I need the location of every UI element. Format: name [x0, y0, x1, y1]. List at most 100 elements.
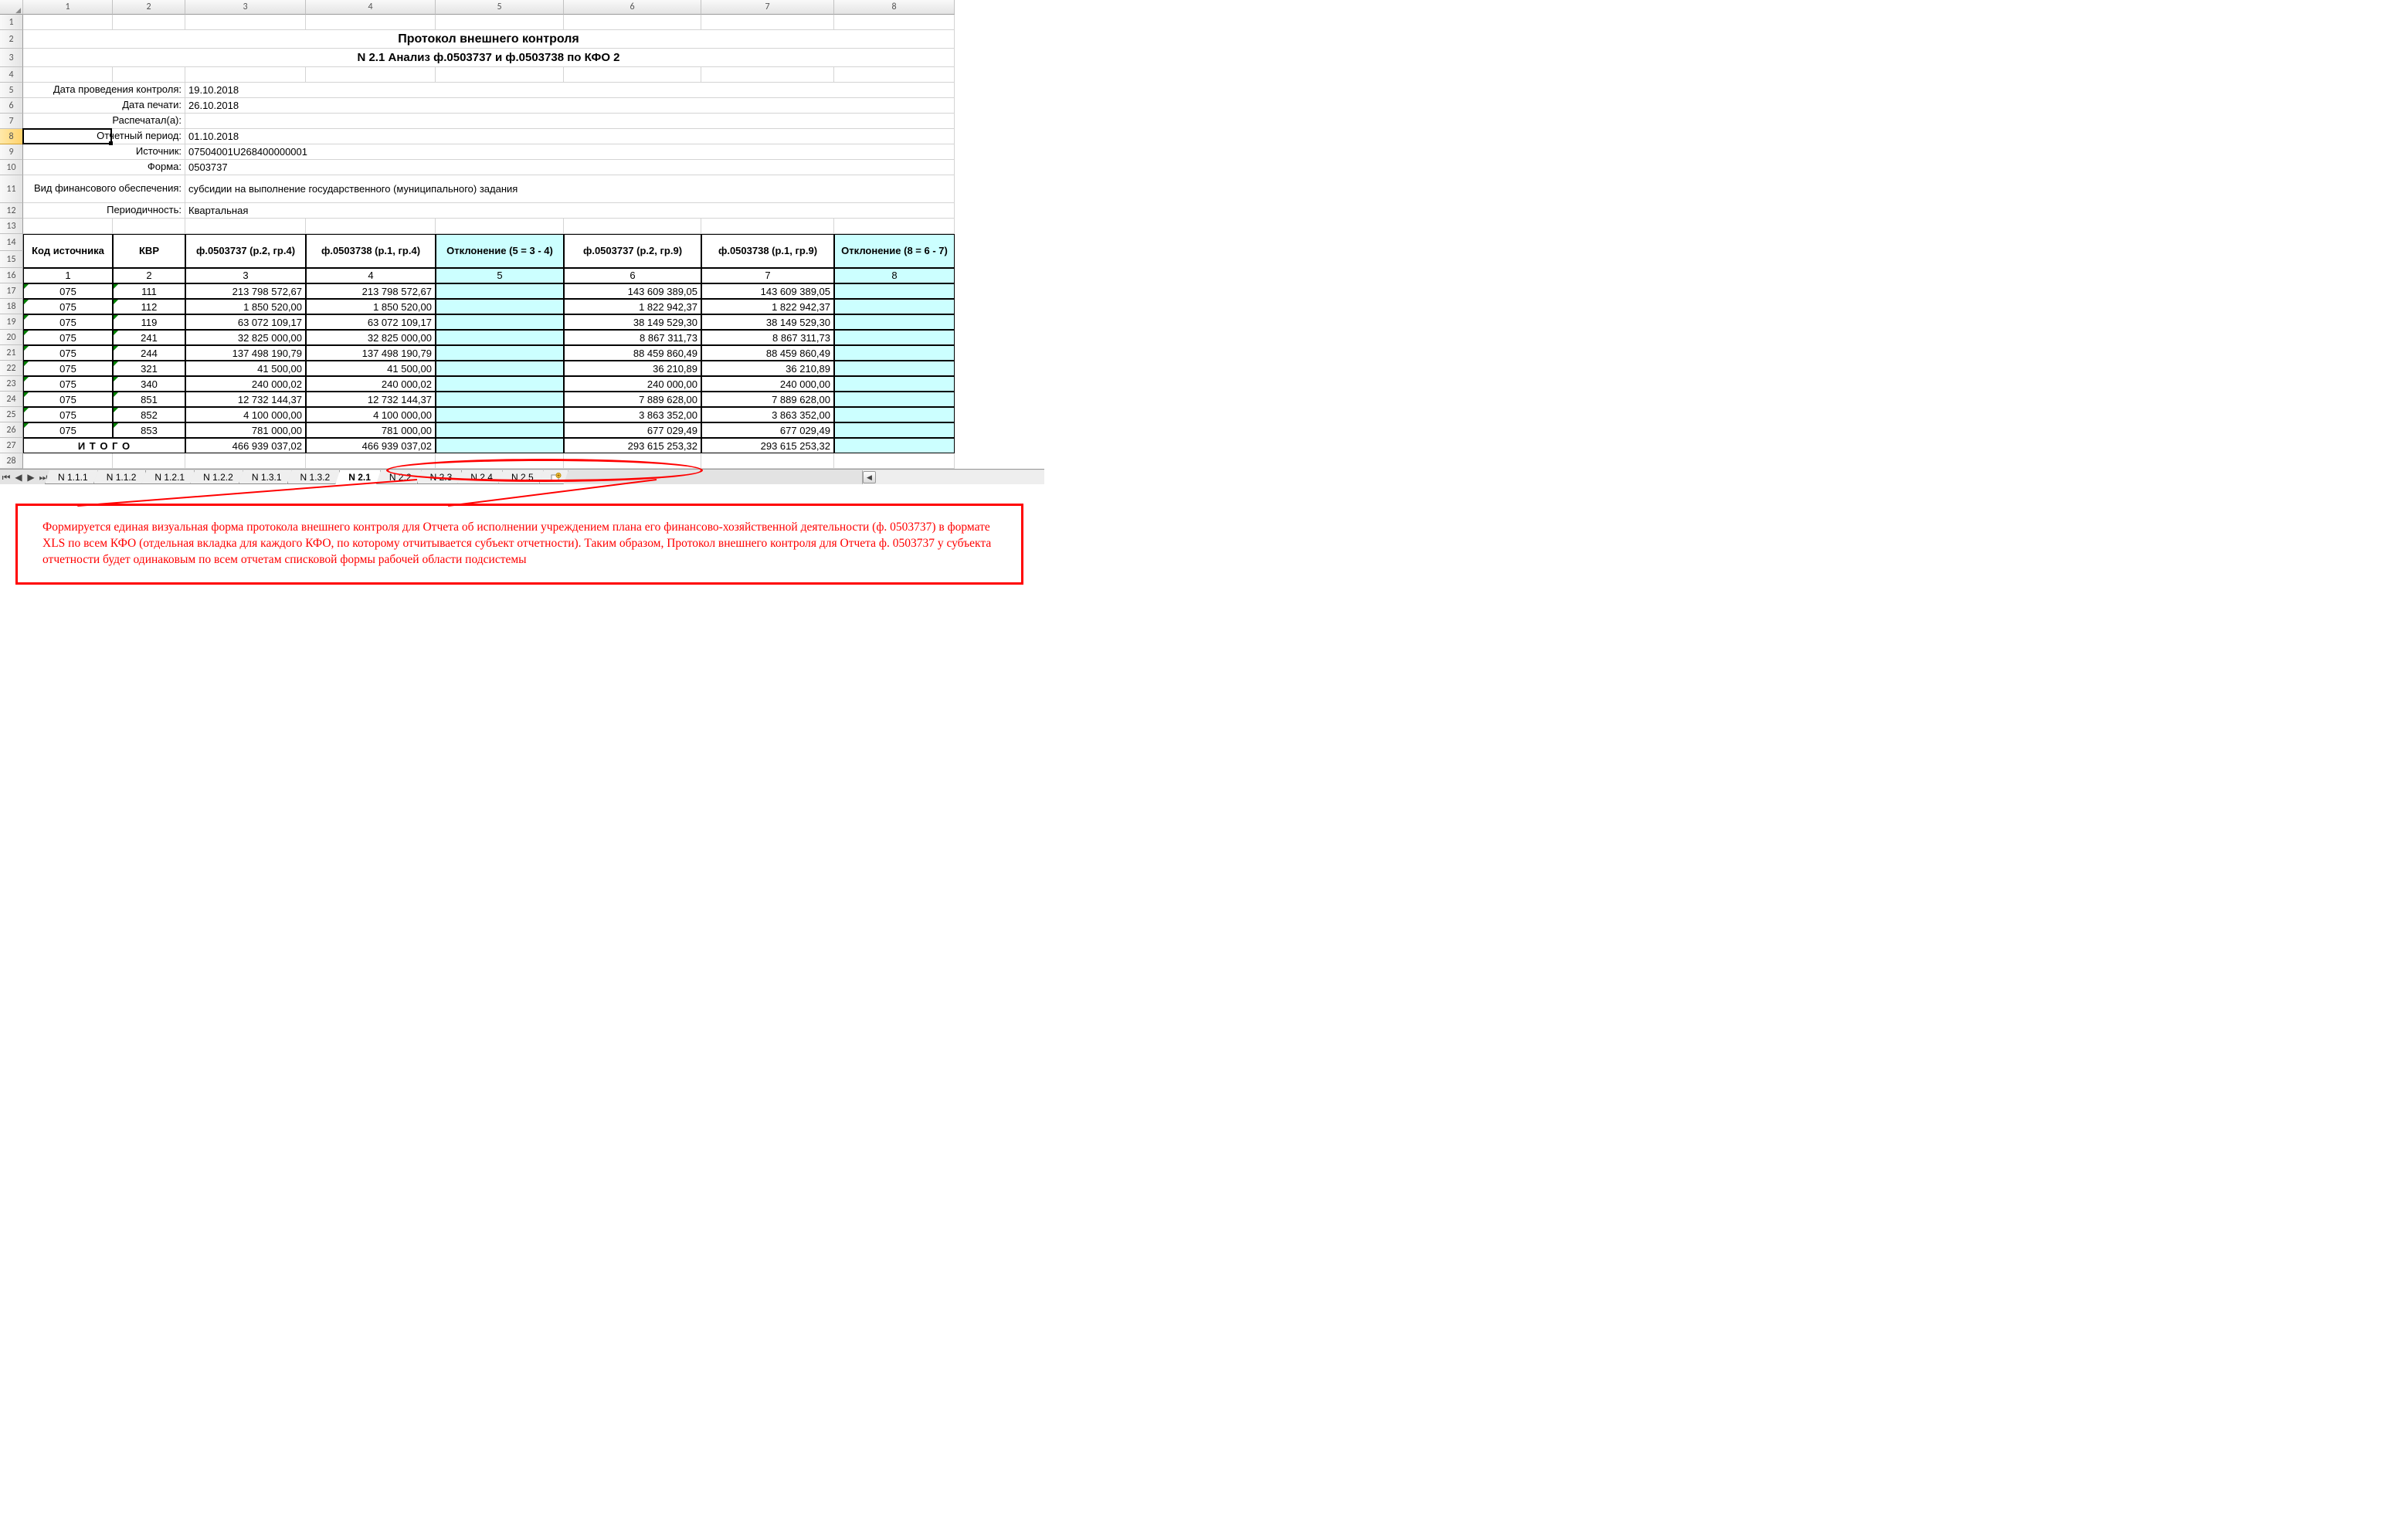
table-cell[interactable]: 240 000,02 [306, 376, 436, 392]
table-total-cell[interactable]: 466 939 037,02 [185, 438, 306, 453]
table-cell[interactable]: 1 850 520,00 [306, 299, 436, 314]
col-header[interactable]: 4 [306, 0, 436, 15]
table-column-number[interactable]: 2 [113, 268, 185, 283]
table-cell[interactable]: 075 [23, 299, 113, 314]
row-header[interactable]: 7 [0, 114, 23, 129]
table-total-cell[interactable] [834, 438, 955, 453]
col-header[interactable]: 5 [436, 0, 564, 15]
meta-value[interactable]: 26.10.2018 [185, 98, 955, 114]
table-total-cell[interactable] [436, 438, 564, 453]
row-header[interactable]: 12 [0, 203, 23, 219]
table-column-number[interactable]: 8 [834, 268, 955, 283]
row-header[interactable]: 20 [0, 330, 23, 345]
table-total-label[interactable]: И Т О Г О [23, 438, 185, 453]
horizontal-scrollbar[interactable]: ◀ [862, 470, 1044, 484]
insert-sheet-tab[interactable] [539, 470, 568, 484]
table-cell[interactable]: 075 [23, 422, 113, 438]
sheet-tab[interactable]: N 2.4 [457, 470, 503, 484]
row-header[interactable]: 14 [0, 234, 23, 251]
row-header[interactable]: 1 [0, 15, 23, 30]
table-cell[interactable]: 240 000,00 [701, 376, 834, 392]
row-header[interactable]: 4 [0, 67, 23, 83]
table-cell[interactable] [834, 422, 955, 438]
table-column-header[interactable]: Код источника [23, 234, 113, 268]
table-column-number[interactable]: 4 [306, 268, 436, 283]
page-title[interactable]: Протокол внешнего контроля [23, 30, 955, 49]
table-cell[interactable]: 075 [23, 361, 113, 376]
table-cell[interactable] [436, 314, 564, 330]
table-cell[interactable]: 075 [23, 314, 113, 330]
meta-value[interactable] [185, 114, 955, 129]
meta-value[interactable]: 19.10.2018 [185, 83, 955, 98]
table-cell[interactable] [834, 376, 955, 392]
table-cell[interactable] [436, 407, 564, 422]
row-header[interactable]: 3 [0, 49, 23, 67]
table-cell[interactable]: 12 732 144,37 [306, 392, 436, 407]
table-cell[interactable]: 41 500,00 [306, 361, 436, 376]
table-column-number[interactable]: 1 [23, 268, 113, 283]
row-header[interactable]: 21 [0, 345, 23, 361]
row-header[interactable]: 28 [0, 453, 23, 469]
scroll-left-icon[interactable]: ◀ [863, 471, 876, 483]
table-cell[interactable]: 41 500,00 [185, 361, 306, 376]
table-column-number[interactable]: 5 [436, 268, 564, 283]
sheet-tab[interactable]: N 1.2.1 [141, 470, 195, 484]
tab-nav-prev-icon[interactable]: ◀ [12, 470, 25, 484]
table-cell[interactable]: 851 [113, 392, 185, 407]
row-header[interactable]: 16 [0, 268, 23, 283]
sheet-tab[interactable]: N 1.2.2 [190, 470, 243, 484]
table-total-cell[interactable]: 293 615 253,32 [564, 438, 701, 453]
table-cell[interactable] [834, 392, 955, 407]
table-cell[interactable] [436, 392, 564, 407]
sheet-tab[interactable]: N 2.3 [417, 470, 463, 484]
table-column-header[interactable]: ф.0503737 (р.2, гр.9) [564, 234, 701, 268]
row-header[interactable]: 15 [0, 251, 23, 268]
table-cell[interactable]: 32 825 000,00 [185, 330, 306, 345]
row-header[interactable]: 11 [0, 175, 23, 203]
table-cell[interactable]: 38 149 529,30 [564, 314, 701, 330]
table-cell[interactable] [436, 299, 564, 314]
sheet-tab[interactable]: N 2.5 [498, 470, 544, 484]
row-header[interactable]: 26 [0, 422, 23, 438]
meta-label[interactable]: Источник: [23, 144, 185, 160]
row-header[interactable]: 22 [0, 361, 23, 376]
row-header[interactable]: 17 [0, 283, 23, 299]
row-header[interactable]: 23 [0, 376, 23, 392]
table-cell[interactable]: 12 732 144,37 [185, 392, 306, 407]
row-header[interactable]: 6 [0, 98, 23, 114]
table-cell[interactable] [436, 376, 564, 392]
table-cell[interactable] [834, 361, 955, 376]
col-header[interactable]: 7 [701, 0, 834, 15]
table-cell[interactable]: 7 889 628,00 [564, 392, 701, 407]
table-cell[interactable] [834, 345, 955, 361]
table-cell[interactable]: 8 867 311,73 [564, 330, 701, 345]
table-cell[interactable]: 677 029,49 [564, 422, 701, 438]
table-column-header[interactable]: Отклонение (5 = 3 - 4) [436, 234, 564, 268]
meta-label[interactable]: Периодичность: [23, 203, 185, 219]
col-header[interactable]: 8 [834, 0, 955, 15]
row-header[interactable]: 25 [0, 407, 23, 422]
row-header[interactable]: 19 [0, 314, 23, 330]
row-header[interactable]: 2 [0, 30, 23, 49]
meta-value[interactable]: Квартальная [185, 203, 955, 219]
row-header[interactable]: 24 [0, 392, 23, 407]
col-header[interactable]: 3 [185, 0, 306, 15]
row-header[interactable]: 27 [0, 438, 23, 453]
table-cell[interactable]: 8 867 311,73 [701, 330, 834, 345]
row-header[interactable]: 18 [0, 299, 23, 314]
table-cell[interactable]: 36 210,89 [564, 361, 701, 376]
table-cell[interactable]: 340 [113, 376, 185, 392]
table-cell[interactable]: 1 850 520,00 [185, 299, 306, 314]
meta-value[interactable]: субсидии на выполнение государственного … [185, 175, 955, 203]
tab-nav-first-icon[interactable]: ⏮ [0, 470, 12, 484]
meta-label[interactable]: Вид финансового обеспечения: [23, 175, 185, 203]
tab-nav-next-icon[interactable]: ▶ [25, 470, 37, 484]
table-cell[interactable]: 781 000,00 [185, 422, 306, 438]
table-cell[interactable]: 075 [23, 392, 113, 407]
table-column-number[interactable]: 7 [701, 268, 834, 283]
col-header[interactable]: 2 [113, 0, 185, 15]
meta-label[interactable]: Отчетный период: [23, 129, 185, 144]
table-cell[interactable]: 853 [113, 422, 185, 438]
row-header[interactable]: 9 [0, 144, 23, 160]
meta-value[interactable]: 01.10.2018 [185, 129, 955, 144]
